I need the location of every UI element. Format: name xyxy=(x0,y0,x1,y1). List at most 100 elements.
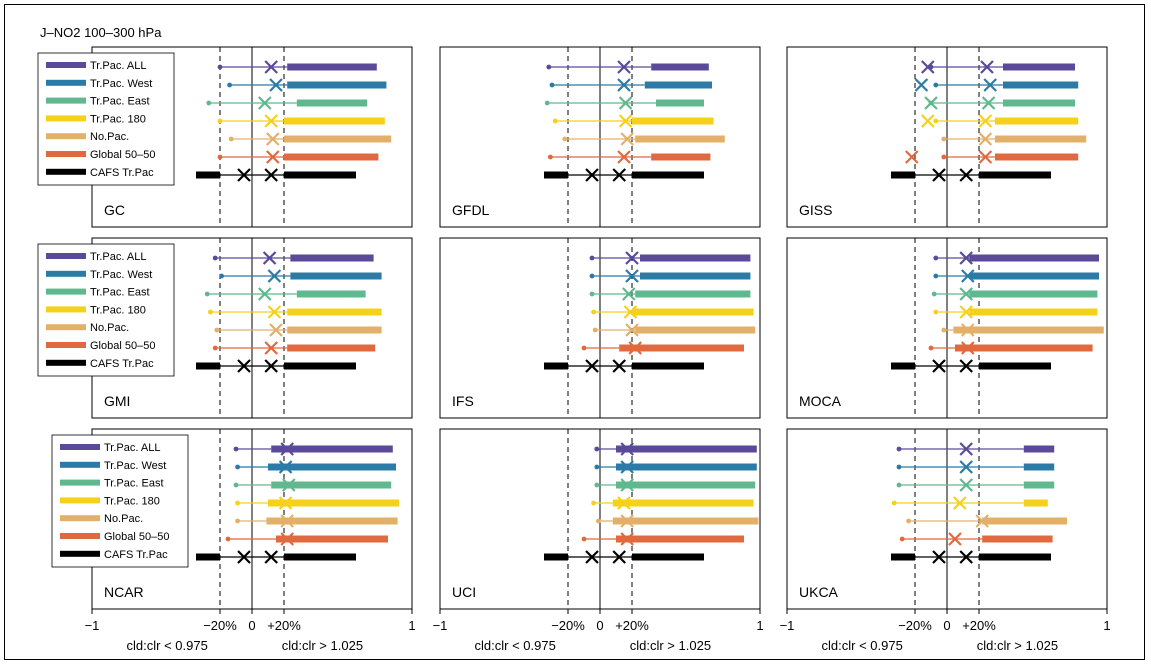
series-3-low-marker xyxy=(591,500,596,506)
series-1-cross-stroke-b xyxy=(620,460,634,474)
series-1-bar xyxy=(644,81,712,89)
panel-label: NCAR xyxy=(104,584,144,600)
series-0-cross-stroke-b xyxy=(264,60,278,74)
x-axis: −1 −20% 0 +20% 1 cld:clr < 0.975 cld:clr > 1.0… xyxy=(780,609,1111,653)
series-1-cross-stroke-b xyxy=(625,269,639,283)
tick-label: −1 xyxy=(433,618,448,633)
series-4-low-marker xyxy=(941,136,947,142)
series-3-cross-stroke-b xyxy=(618,114,633,128)
series-0-bar xyxy=(651,63,709,71)
legend-label: Global 50–50 xyxy=(90,340,155,352)
series-1-low-marker xyxy=(594,464,600,470)
series-4-low-marker xyxy=(906,518,911,524)
series-2-cross-stroke-b xyxy=(620,478,634,492)
legend-label: CAFS Tr.Pac xyxy=(90,167,154,179)
legend-swatch xyxy=(46,359,86,366)
series-1-cross xyxy=(620,460,634,474)
cafs-cross-neg-stroke-b xyxy=(932,550,946,564)
series-4-low-marker xyxy=(596,518,601,524)
series-3-low-marker xyxy=(217,118,223,124)
series-5-bar xyxy=(619,344,744,352)
legend-label: Tr.Pac. East xyxy=(90,287,150,299)
series-3-low-marker xyxy=(891,500,897,506)
legend-swatch xyxy=(46,253,86,259)
series-2-cross-stroke-b xyxy=(618,96,633,110)
series-0-bar xyxy=(290,254,374,262)
series-0-bar xyxy=(287,63,377,71)
cafs-cross-neg-stroke-b xyxy=(237,550,251,564)
legend-swatch xyxy=(46,270,86,277)
panel-ifs: IFS xyxy=(439,237,761,419)
series-0-bar xyxy=(271,445,393,453)
series-1-cross xyxy=(617,78,631,92)
series-3-cross-neg-stroke-b xyxy=(921,114,935,128)
series-0-cross-neg-stroke-b xyxy=(921,60,935,74)
cafs-cross-pos xyxy=(612,168,626,182)
legend-swatch xyxy=(46,79,86,86)
series-2-cross xyxy=(282,478,296,492)
tick-label: −20% xyxy=(551,618,585,633)
series-4-low-marker xyxy=(235,518,241,524)
series-1-cross-stroke-b xyxy=(617,78,631,92)
cafs-bar-neg xyxy=(891,553,915,561)
series-5-cross-stroke-b xyxy=(978,150,993,164)
tick-label: 0 xyxy=(596,618,603,633)
series-1-bar xyxy=(640,272,751,280)
panel-gfdl: GFDL xyxy=(439,46,761,228)
series-4-cross-stroke-b xyxy=(266,132,280,146)
series-0-cross xyxy=(959,442,973,456)
legend-label: Tr.Pac. ALL xyxy=(104,442,160,454)
series-1-bar xyxy=(1023,463,1055,471)
series-0-cross-stroke-b xyxy=(980,60,994,74)
series-4-cross xyxy=(280,514,294,528)
legend-label: Tr.Pac. West xyxy=(104,460,166,472)
cafs-cross-pos-stroke-b xyxy=(264,550,278,564)
series-0-cross-stroke-b xyxy=(617,60,631,74)
series-0-bar xyxy=(969,254,1099,262)
legend-label: CAFS Tr.Pac xyxy=(90,358,154,370)
series-1-cross xyxy=(267,269,282,283)
panel-ukca: UKCA xyxy=(786,428,1108,610)
series-0-low-marker xyxy=(212,255,218,261)
cafs-cross-neg-stroke-b xyxy=(585,359,599,373)
series-4-low-marker xyxy=(592,327,598,333)
series-5-cross-stroke-b xyxy=(961,341,975,355)
series-4-cross-stroke-b xyxy=(978,132,993,146)
legend-label: Tr.Pac. East xyxy=(104,478,164,490)
series-4-cross xyxy=(978,132,993,146)
series-1-bar xyxy=(616,463,757,471)
cafs-cross-pos xyxy=(959,550,973,564)
cafs-cross-pos-stroke-b xyxy=(959,550,973,564)
cafs-cross-neg xyxy=(237,359,251,373)
cafs-cross-pos-stroke-b xyxy=(264,359,278,373)
series-0-cross-stroke-b xyxy=(280,442,294,456)
series-0-low-marker xyxy=(217,64,223,70)
series-4-bar xyxy=(995,135,1087,143)
series-2-low-marker xyxy=(896,482,902,488)
series-4-cross-stroke-b xyxy=(975,514,989,528)
series-5-bar xyxy=(955,344,1093,352)
cafs-cross-pos xyxy=(264,359,278,373)
series-5-cross-stroke-b xyxy=(948,532,962,546)
series-0-bar xyxy=(1003,63,1075,71)
cafs-bar-pos xyxy=(284,553,356,561)
panel-giss: GISS xyxy=(786,46,1108,228)
series-3-cross xyxy=(978,114,993,128)
series-5-cross-stroke-b xyxy=(280,532,294,546)
tick-label: −1 xyxy=(780,618,795,633)
series-3-bar xyxy=(969,308,1098,316)
series-4-bar xyxy=(266,517,398,525)
x-axis: −1 −20% 0 +20% 1 cld:clr < 0.975 cld:clr > 1.0… xyxy=(433,609,764,653)
cafs-bar-neg xyxy=(544,171,568,179)
series-0-bar xyxy=(640,254,751,262)
series-2-cross xyxy=(959,287,973,301)
series-2-bar xyxy=(271,481,392,489)
series-1-bar xyxy=(287,81,387,89)
legend-label: CAFS Tr.Pac xyxy=(104,549,168,561)
series-4-low-marker xyxy=(941,327,947,333)
series-2-bar xyxy=(1023,481,1055,489)
series-3-cross xyxy=(959,305,973,319)
tick-label: +20% xyxy=(962,618,996,633)
legend-swatch xyxy=(46,324,86,331)
series-1-low-marker xyxy=(933,82,939,88)
